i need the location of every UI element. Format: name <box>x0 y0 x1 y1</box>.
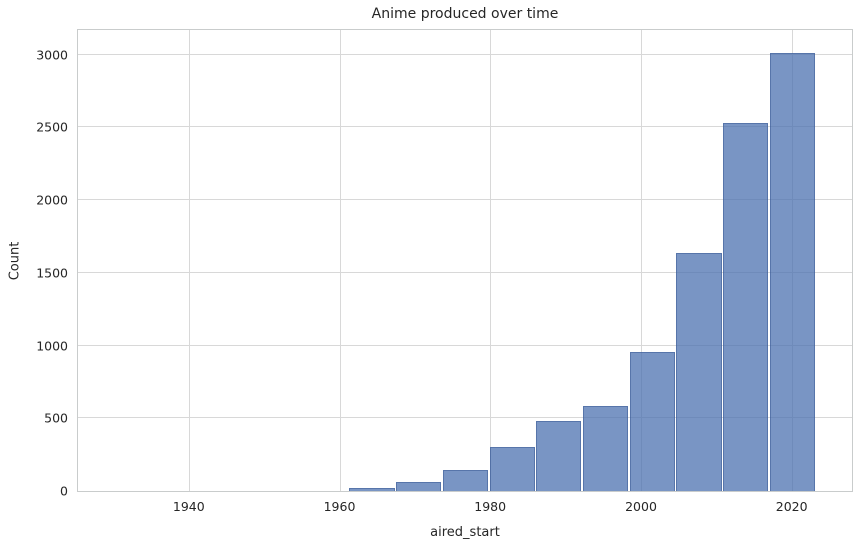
histogram-bar <box>349 488 395 491</box>
histogram-bar <box>489 447 535 491</box>
x-tick-label: 1960 <box>323 499 356 514</box>
x-tick-label: 2020 <box>775 499 808 514</box>
gridline-horizontal <box>78 344 852 346</box>
gridline-horizontal <box>78 53 852 55</box>
chart-title: Anime produced over time <box>371 6 559 22</box>
y-tick-label: 1500 <box>36 265 68 281</box>
gridline-vertical <box>641 30 642 491</box>
histogram-bar <box>442 469 489 491</box>
gridline-vertical <box>339 30 341 491</box>
gridline-vertical <box>188 30 190 491</box>
y-axis-tick-labels: 0 500 1000 1500 2000 2500 3000 <box>0 0 68 550</box>
gridline-horizontal <box>78 417 852 419</box>
y-tick-label: 0 <box>60 483 68 499</box>
gridline-horizontal <box>78 199 852 201</box>
y-tick-label: 3000 <box>36 47 68 63</box>
gridline-horizontal <box>78 126 852 128</box>
histogram-bar <box>629 352 675 491</box>
histogram-bar <box>396 482 442 491</box>
y-tick-label: 2500 <box>36 119 68 135</box>
histogram-bar <box>769 53 816 491</box>
x-tick-label: 1980 <box>474 499 507 514</box>
histogram-bar <box>723 123 769 491</box>
x-tick-label: 2000 <box>625 499 657 514</box>
y-tick-label: 500 <box>44 410 68 426</box>
histogram-bar <box>536 421 582 491</box>
x-tick-label: 1940 <box>172 499 205 514</box>
y-tick-label: 1000 <box>36 338 68 354</box>
plot-area <box>77 29 853 492</box>
gridline-vertical <box>490 30 492 491</box>
x-axis-label: aired_start <box>430 525 500 540</box>
histogram-bar <box>676 252 722 491</box>
gridline-horizontal <box>78 271 852 273</box>
histogram-bar <box>582 405 629 491</box>
y-tick-label: 2000 <box>36 192 68 208</box>
x-axis-tick-labels: 1940 1960 1980 2000 2020 <box>0 499 862 515</box>
